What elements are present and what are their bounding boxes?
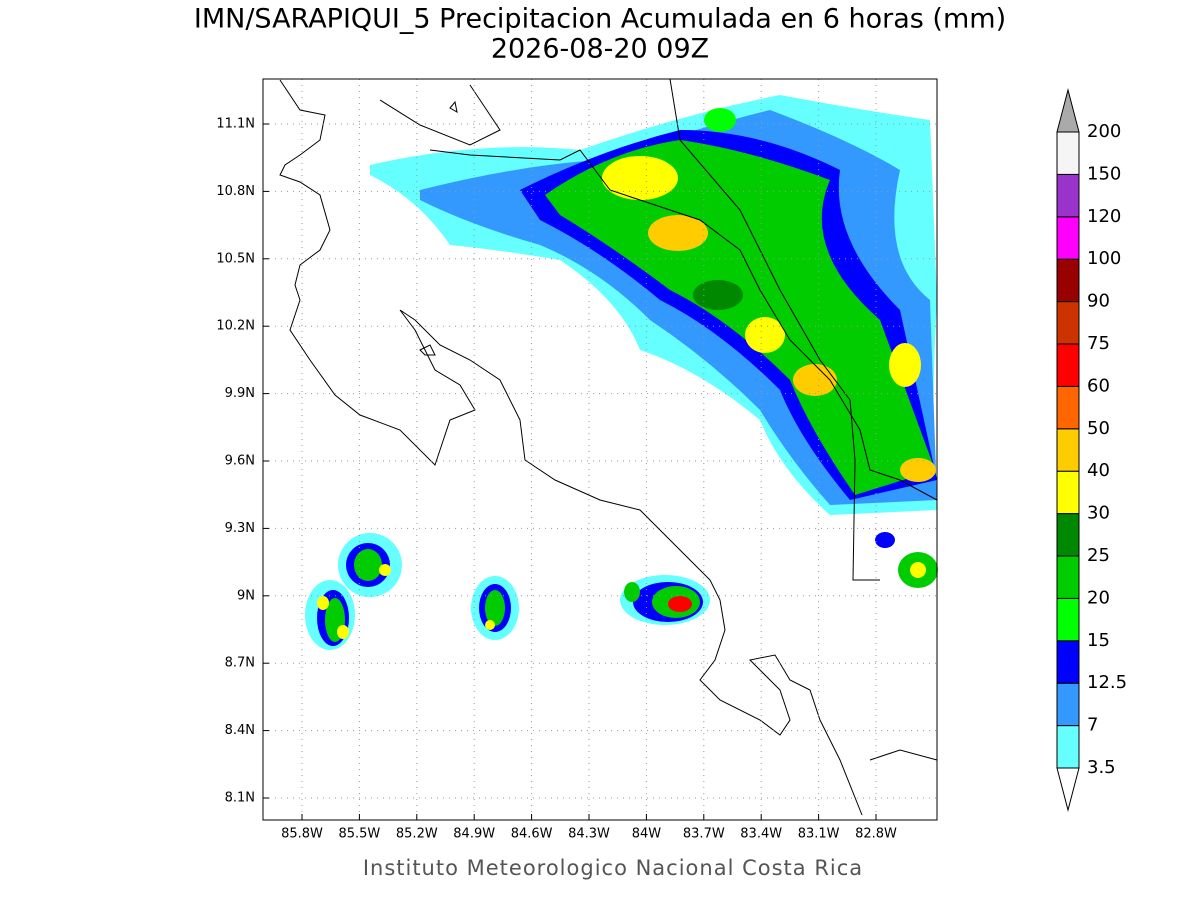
colorbar-label: 25: [1087, 545, 1110, 566]
colorbar-label: 200: [1087, 121, 1121, 142]
lat-tick-label: 9N: [237, 588, 255, 603]
lat-tick-label: 8.4N: [225, 723, 255, 738]
lon-tick-label: 82.8W: [855, 827, 897, 842]
lon-tick-label: 85.2W: [396, 827, 438, 842]
title-line: 2026-08-20 09Z: [491, 34, 709, 65]
lon-tick-label: 84.6W: [511, 827, 553, 842]
lat-tick-label: 9.3N: [225, 521, 255, 536]
colorbar-box: [1056, 385, 1080, 430]
colorbar-box: [1056, 428, 1080, 472]
colorbar-label: 12.5: [1087, 672, 1127, 693]
colorbar-label: 150: [1087, 163, 1121, 184]
colorbar-label: 15: [1087, 630, 1110, 651]
footer: Instituto Meteorologico Nacional Costa R…: [363, 856, 863, 880]
colorbar-box: [1056, 555, 1080, 599]
colorbar-box: [1056, 513, 1080, 557]
colorbar-box: [1056, 682, 1080, 727]
colorbar-label: 20: [1087, 587, 1110, 608]
colorbar-label: 100: [1087, 248, 1121, 269]
lon-tick-label: 83.4W: [740, 827, 782, 842]
lat-tick-label: 9.9N: [225, 386, 255, 401]
graticule: [263, 79, 937, 820]
colorbar-box: [1056, 131, 1080, 175]
colorbar-box: [1056, 597, 1080, 642]
colorbar-label: 50: [1087, 418, 1110, 439]
map-frame: [262, 78, 938, 821]
lon-tick-label: 85.5W: [338, 827, 380, 842]
lat-tick-label: 10.5N: [216, 251, 255, 266]
colorbar-box: [1056, 301, 1080, 345]
lat-tick-label: 9.6N: [225, 454, 255, 469]
lon-tick-label: 84W: [632, 827, 662, 842]
lon-tick-label: 83.7W: [683, 827, 725, 842]
colorbar-label: 3.5: [1087, 757, 1116, 778]
lat-tick-label: 8.7N: [225, 656, 255, 671]
colorbar: 3.5 7 12.5 15 20 25 30 40 50 60 75 90 100 120 150 200: [1056, 88, 1127, 812]
colorbar-box: [1056, 470, 1080, 515]
lon-tick-label: 84.9W: [453, 827, 495, 842]
precipitation-field: [305, 95, 938, 650]
lon-tick-label: 84.3W: [568, 827, 610, 842]
colorbar-under: [1056, 767, 1080, 812]
colorbar-box: [1056, 343, 1080, 387]
coastlines: [279, 78, 938, 816]
colorbar-box: [1056, 258, 1080, 303]
colorbar-box: [1056, 640, 1080, 684]
lon-tick-label: 85.8W: [281, 827, 323, 842]
colorbar-over: [1056, 88, 1080, 133]
lat-tick-label: 8.1N: [225, 791, 255, 806]
colorbar-label: 60: [1087, 375, 1110, 396]
title-line: IMN/SARAPIQUI_5 Precipitacion Acumulada …: [194, 4, 1006, 35]
colorbar-label: 30: [1087, 503, 1110, 524]
lat-tick-label: 10.8N: [216, 184, 255, 199]
lon-tick-label: 83.1W: [798, 827, 840, 842]
colorbar-box: [1056, 216, 1080, 260]
colorbar-box: [1056, 173, 1080, 218]
colorbar-box: [1056, 725, 1080, 769]
colorbar-label: 90: [1087, 291, 1110, 312]
colorbar-label: 75: [1087, 333, 1110, 354]
map-area: [262, 78, 938, 821]
colorbar-label: 120: [1087, 206, 1121, 227]
colorbar-label: 7: [1087, 715, 1098, 736]
lat-tick-label: 11.1N: [216, 117, 255, 132]
lat-tick-label: 10.2N: [216, 319, 255, 334]
colorbar-label: 40: [1087, 460, 1110, 481]
